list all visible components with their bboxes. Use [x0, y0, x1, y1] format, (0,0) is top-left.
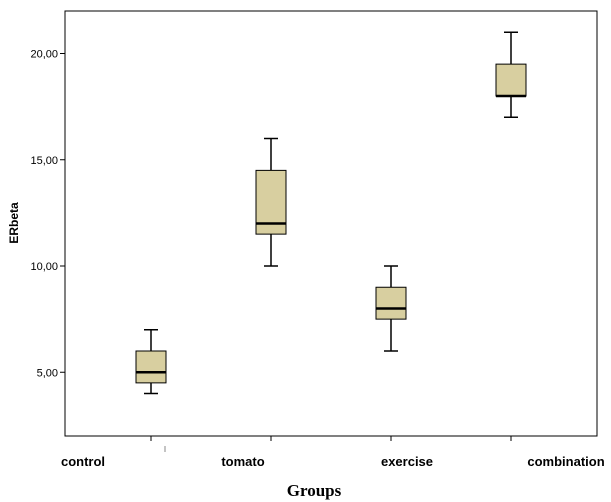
y-tick-label: 20,00: [30, 49, 58, 61]
iqr-box: [135, 350, 167, 384]
y-tick-label: 15,00: [30, 155, 58, 167]
y-axis: 5,00 10,00 15,00 20,00: [30, 49, 65, 379]
boxes: [135, 31, 527, 395]
box-exercise: [375, 265, 407, 352]
x-tick-label: tomato: [221, 454, 264, 469]
x-tick-label: exercise: [381, 454, 433, 469]
box-combination: [495, 31, 527, 118]
iqr-box: [375, 286, 407, 320]
x-axis: control tomato exercise combination: [61, 436, 605, 469]
x-tick-label: control: [61, 454, 105, 469]
x-tick-label: combination: [527, 454, 604, 469]
y-tick-label: 10,00: [30, 261, 58, 273]
box-control: [135, 329, 167, 395]
box-tomato: [255, 137, 287, 267]
y-tick-label: 5,00: [37, 367, 58, 379]
x-axis-title: Groups: [287, 481, 342, 500]
iqr-box: [495, 63, 527, 97]
y-axis-title: ERbeta: [7, 202, 21, 244]
